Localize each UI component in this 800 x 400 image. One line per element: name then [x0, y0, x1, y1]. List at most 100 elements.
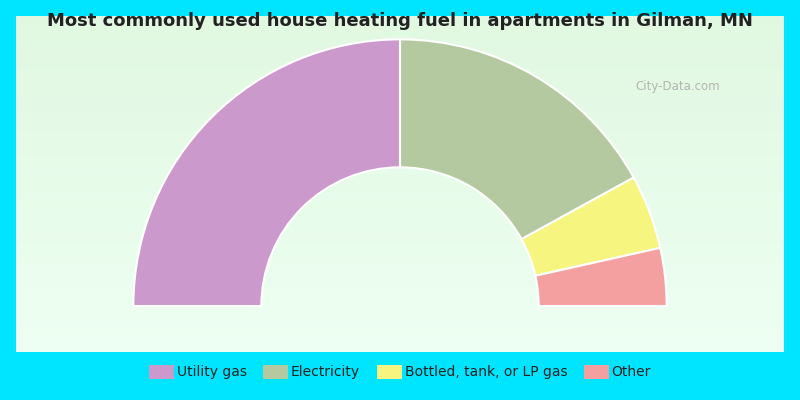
- Bar: [16, 43, 784, 44]
- Bar: [16, 344, 784, 345]
- Bar: [16, 51, 784, 53]
- Bar: [16, 224, 784, 226]
- Bar: [16, 196, 784, 198]
- Bar: [16, 24, 784, 26]
- Bar: [16, 125, 784, 127]
- Bar: [16, 72, 784, 73]
- Bar: [16, 164, 784, 166]
- Bar: [16, 209, 784, 211]
- Bar: [16, 118, 784, 120]
- Bar: [16, 55, 784, 56]
- Bar: [16, 102, 784, 103]
- Bar: [16, 169, 784, 170]
- Bar: [16, 63, 784, 65]
- Bar: [16, 270, 784, 271]
- Bar: [16, 100, 784, 102]
- Bar: [16, 315, 784, 317]
- Bar: [16, 229, 784, 231]
- Bar: [16, 92, 784, 93]
- Bar: [16, 240, 784, 241]
- Bar: [16, 246, 784, 248]
- Bar: [16, 261, 784, 263]
- Bar: [16, 23, 784, 24]
- Bar: [16, 176, 784, 177]
- Bar: [16, 172, 784, 174]
- Bar: [16, 253, 784, 254]
- Bar: [16, 83, 784, 85]
- Bar: [16, 290, 784, 292]
- Bar: [16, 219, 784, 221]
- Bar: [16, 212, 784, 214]
- Bar: [16, 56, 784, 58]
- Bar: [16, 318, 784, 320]
- Bar: [16, 206, 784, 208]
- Bar: [16, 305, 784, 307]
- Bar: [16, 108, 784, 110]
- Bar: [16, 21, 784, 23]
- Bar: [16, 296, 784, 298]
- Bar: [16, 82, 784, 83]
- Bar: [16, 211, 784, 212]
- Bar: [16, 204, 784, 206]
- Bar: [16, 73, 784, 75]
- Bar: [16, 233, 784, 234]
- Bar: [16, 38, 784, 40]
- Bar: [16, 147, 784, 149]
- Bar: [16, 254, 784, 256]
- Bar: [16, 134, 784, 135]
- Bar: [16, 34, 784, 36]
- Bar: [16, 256, 784, 258]
- Bar: [16, 68, 784, 70]
- Bar: [16, 170, 784, 172]
- Bar: [16, 334, 784, 335]
- Bar: [16, 93, 784, 95]
- Bar: [16, 135, 784, 137]
- Bar: [16, 243, 784, 244]
- Bar: [16, 320, 784, 322]
- Bar: [16, 107, 784, 108]
- Bar: [16, 241, 784, 243]
- Bar: [16, 65, 784, 66]
- Bar: [16, 223, 784, 224]
- Bar: [16, 298, 784, 300]
- Bar: [16, 325, 784, 327]
- Bar: [16, 310, 784, 312]
- Bar: [16, 137, 784, 139]
- Bar: [16, 313, 784, 315]
- Bar: [16, 300, 784, 302]
- Bar: [16, 280, 784, 282]
- Bar: [16, 276, 784, 278]
- Bar: [16, 33, 784, 34]
- Bar: [16, 251, 784, 253]
- Text: Most commonly used house heating fuel in apartments in Gilman, MN: Most commonly used house heating fuel in…: [47, 12, 753, 30]
- Bar: [16, 145, 784, 147]
- Wedge shape: [522, 178, 660, 276]
- Bar: [16, 61, 784, 63]
- Bar: [16, 328, 784, 330]
- Bar: [16, 80, 784, 82]
- Bar: [16, 76, 784, 78]
- Bar: [16, 58, 784, 60]
- Bar: [16, 330, 784, 332]
- Bar: [16, 114, 784, 115]
- Bar: [16, 286, 784, 288]
- Bar: [16, 265, 784, 266]
- Bar: [16, 266, 784, 268]
- Bar: [16, 278, 784, 280]
- Bar: [16, 86, 784, 88]
- Bar: [16, 182, 784, 184]
- Bar: [16, 347, 784, 349]
- Bar: [16, 337, 784, 338]
- Bar: [16, 186, 784, 187]
- Bar: [16, 75, 784, 76]
- Bar: [16, 221, 784, 223]
- Bar: [16, 285, 784, 286]
- Bar: [16, 228, 784, 229]
- Bar: [16, 142, 784, 144]
- Bar: [16, 31, 784, 33]
- Bar: [16, 30, 784, 31]
- Bar: [16, 78, 784, 80]
- Bar: [16, 166, 784, 167]
- Bar: [16, 338, 784, 340]
- Bar: [16, 70, 784, 72]
